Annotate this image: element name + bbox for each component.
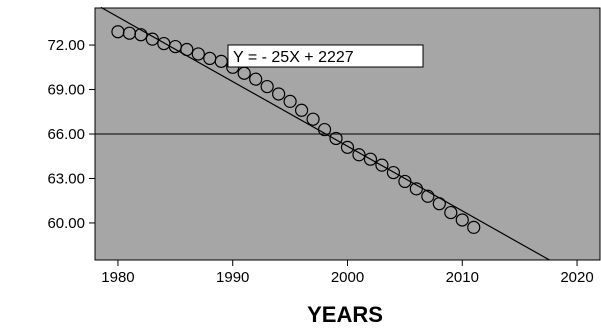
data-point — [432, 197, 446, 211]
y-tick-label: 60.00 — [47, 215, 85, 232]
data-point — [134, 28, 148, 42]
y-tick-label: 72.00 — [47, 37, 85, 54]
data-point — [260, 79, 274, 94]
fit-equation-box — [227, 44, 424, 68]
fit-equation-text: Y = - 25X + 2227 — [233, 49, 354, 66]
data-point — [421, 189, 435, 203]
x-tick-label: 1980 — [101, 269, 134, 286]
x-tick-label: 2000 — [331, 269, 364, 286]
x-axis-label: YEARS — [307, 302, 383, 327]
data-point — [409, 182, 423, 196]
data-point — [375, 158, 389, 172]
data-point — [294, 103, 309, 117]
data-point — [386, 165, 401, 180]
data-point — [191, 47, 205, 61]
data-point — [283, 94, 297, 108]
data-point — [317, 122, 332, 137]
data-point — [145, 32, 159, 46]
data-point — [329, 131, 343, 146]
data-point — [467, 220, 481, 234]
data-point — [214, 54, 228, 68]
data-point — [272, 87, 286, 101]
data-point — [340, 140, 355, 154]
data-point — [180, 42, 194, 57]
x-tick-label: 1990 — [216, 269, 249, 286]
data-point — [306, 112, 320, 126]
y-tick-label: 69.00 — [47, 82, 85, 99]
data-point — [455, 213, 469, 227]
data-point — [249, 72, 263, 86]
fit-line — [100, 6, 550, 261]
y-tick-label: 66.00 — [47, 126, 85, 143]
data-point — [352, 148, 366, 162]
data-point — [444, 205, 458, 220]
data-point — [398, 174, 412, 189]
data-point — [363, 152, 378, 166]
x-tick-label: 2020 — [560, 269, 593, 286]
x-tick-label: 2010 — [446, 269, 479, 286]
fit-equation-label: Y = - 25X + 2227 — [227, 44, 424, 68]
y-tick-label: 63.00 — [47, 170, 85, 187]
